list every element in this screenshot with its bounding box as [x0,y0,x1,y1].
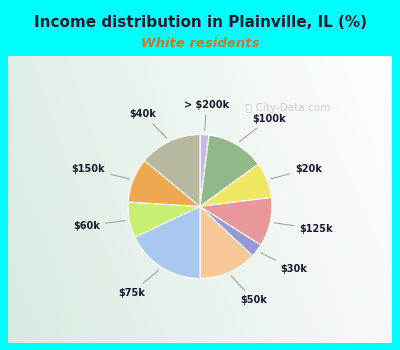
Wedge shape [200,164,271,206]
Wedge shape [135,206,200,279]
Text: $60k: $60k [73,220,125,231]
Wedge shape [200,134,209,206]
Text: $75k: $75k [118,270,158,298]
Wedge shape [200,206,252,279]
Text: White residents: White residents [141,37,259,50]
Text: ⓘ City-Data.com: ⓘ City-Data.com [246,103,330,113]
Text: Income distribution in Plainville, IL (%): Income distribution in Plainville, IL (%… [34,15,366,30]
Wedge shape [128,161,200,206]
Text: $125k: $125k [274,223,333,234]
Text: $150k: $150k [71,164,129,179]
Text: $20k: $20k [271,164,322,179]
Wedge shape [200,197,272,245]
Text: > $200k: > $200k [184,99,229,131]
Wedge shape [128,202,200,237]
Wedge shape [200,135,258,206]
Text: $30k: $30k [260,253,308,274]
Wedge shape [200,206,261,256]
Text: $100k: $100k [240,113,286,142]
Text: $50k: $50k [231,276,268,305]
Text: $40k: $40k [130,109,167,138]
Wedge shape [144,134,200,206]
